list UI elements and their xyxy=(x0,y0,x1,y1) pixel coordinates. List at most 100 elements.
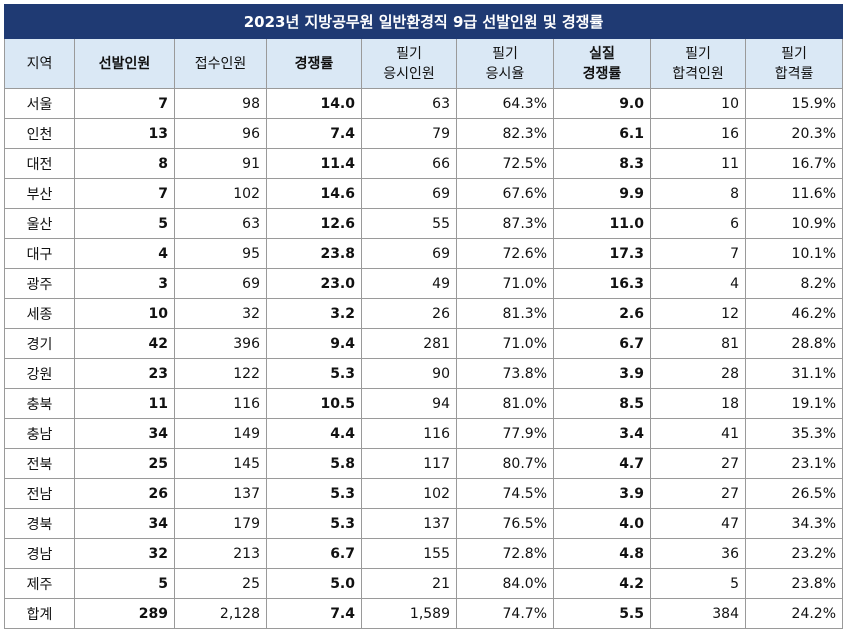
cell-region: 인천 xyxy=(4,118,75,149)
cell-written-rate: 81.0% xyxy=(456,388,554,419)
cell-written-takers: 117 xyxy=(361,448,457,479)
cell-real-competition: 9.0 xyxy=(553,88,651,119)
cell-written-passers: 27 xyxy=(650,448,746,479)
cell-real-competition: 8.5 xyxy=(553,388,651,419)
column-header-line: 선발인원 xyxy=(98,55,151,72)
cell-applicants: 32 xyxy=(174,298,267,329)
cell-region: 경북 xyxy=(4,508,75,539)
table-title: 2023년 지방공무원 일반환경직 9급 선발인원 및 경쟁률 xyxy=(3,4,844,39)
cell-applicants: 2,128 xyxy=(174,598,267,629)
cell-written-takers: 155 xyxy=(361,538,457,569)
cell-region: 울산 xyxy=(4,208,75,239)
cell-selected: 11 xyxy=(74,388,175,419)
cell-written-takers: 26 xyxy=(361,298,457,329)
column-header-applicants: 접수인원 xyxy=(174,38,267,89)
cell-real-competition: 5.5 xyxy=(553,598,651,629)
cell-real-competition: 6.1 xyxy=(553,118,651,149)
table-row: 경남 32 213 6.7 155 72.8% 4.8 36 23.2% xyxy=(4,538,844,569)
cell-written-passers: 6 xyxy=(650,208,746,239)
cell-competition-rate: 4.4 xyxy=(266,418,362,449)
table-row: 대구 4 95 23.8 69 72.6% 17.3 7 10.1% xyxy=(4,238,844,269)
table-row: 울산 5 63 12.6 55 87.3% 11.0 6 10.9% xyxy=(4,208,844,239)
table-row: 경북 34 179 5.3 137 76.5% 4.0 47 34.3% xyxy=(4,508,844,539)
cell-pass-rate: 23.8% xyxy=(744,568,844,599)
cell-real-competition: 8.3 xyxy=(553,148,651,179)
cell-competition-rate: 23.0 xyxy=(266,268,362,299)
cell-region: 경남 xyxy=(4,538,75,569)
cell-pass-rate: 34.3% xyxy=(744,508,844,539)
cell-pass-rate: 35.3% xyxy=(744,418,844,449)
cell-region: 전남 xyxy=(4,478,75,509)
column-header-region: 지역 xyxy=(4,38,75,89)
cell-written-passers: 47 xyxy=(650,508,746,539)
column-header-selected: 선발인원 xyxy=(74,38,175,89)
cell-written-rate: 73.8% xyxy=(456,358,554,389)
cell-selected: 4 xyxy=(74,238,175,269)
cell-real-competition: 16.3 xyxy=(553,268,651,299)
cell-written-rate: 87.3% xyxy=(456,208,554,239)
cell-selected: 8 xyxy=(74,148,175,179)
cell-real-competition: 3.4 xyxy=(553,418,651,449)
cell-written-takers: 90 xyxy=(361,358,457,389)
cell-written-rate: 64.3% xyxy=(456,88,554,119)
table-row: 광주 3 69 23.0 49 71.0% 16.3 4 8.2% xyxy=(4,268,844,299)
cell-written-passers: 11 xyxy=(650,148,746,179)
cell-written-passers: 41 xyxy=(650,418,746,449)
cell-pass-rate: 20.3% xyxy=(744,118,844,149)
cell-competition-rate: 3.2 xyxy=(266,298,362,329)
total-row: 합계 289 2,128 7.4 1,589 74.7% 5.5 384 24.2% xyxy=(4,598,844,629)
cell-selected: 10 xyxy=(74,298,175,329)
cell-selected: 25 xyxy=(74,448,175,479)
cell-applicants: 179 xyxy=(174,508,267,539)
column-header-line: 합격인원 xyxy=(672,65,724,82)
cell-written-passers: 27 xyxy=(650,478,746,509)
column-header-competition-rate: 경쟁률 xyxy=(266,38,362,89)
cell-region: 제주 xyxy=(4,568,75,599)
cell-real-competition: 2.6 xyxy=(553,298,651,329)
table-row: 경기 42 396 9.4 281 71.0% 6.7 81 28.8% xyxy=(4,328,844,359)
table-row: 서울 7 98 14.0 63 64.3% 9.0 10 15.9% xyxy=(4,88,844,119)
cell-written-takers: 94 xyxy=(361,388,457,419)
cell-written-passers: 81 xyxy=(650,328,746,359)
cell-region: 세종 xyxy=(4,298,75,329)
cell-real-competition: 4.8 xyxy=(553,538,651,569)
column-header-line: 지역 xyxy=(26,55,53,72)
cell-selected: 289 xyxy=(74,598,175,629)
column-header-line: 필기 xyxy=(685,45,711,62)
cell-selected: 5 xyxy=(74,208,175,239)
competition-rate-table: 2023년 지방공무원 일반환경직 9급 선발인원 및 경쟁률 지역 선발인원 접수… xyxy=(3,4,844,629)
table-row: 세종 10 32 3.2 26 81.3% 2.6 12 46.2% xyxy=(4,298,844,329)
table-row: 전남 26 137 5.3 102 74.5% 3.9 27 26.5% xyxy=(4,478,844,509)
cell-written-takers: 102 xyxy=(361,478,457,509)
cell-applicants: 69 xyxy=(174,268,267,299)
column-header-line: 응시율 xyxy=(485,65,525,82)
cell-competition-rate: 5.3 xyxy=(266,478,362,509)
cell-pass-rate: 19.1% xyxy=(744,388,844,419)
cell-applicants: 213 xyxy=(174,538,267,569)
table-row: 인천 13 96 7.4 79 82.3% 6.1 16 20.3% xyxy=(4,118,844,149)
column-header-line: 필기 xyxy=(781,45,807,62)
cell-written-takers: 55 xyxy=(361,208,457,239)
cell-written-takers: 66 xyxy=(361,148,457,179)
column-header-line: 경쟁률 xyxy=(294,55,334,72)
table-row: 충남 34 149 4.4 116 77.9% 3.4 41 35.3% xyxy=(4,418,844,449)
cell-region: 전북 xyxy=(4,448,75,479)
cell-written-takers: 21 xyxy=(361,568,457,599)
table-wrapper: 2023년 지방공무원 일반환경직 9급 선발인원 및 경쟁률 지역 선발인원 접수… xyxy=(3,4,844,629)
cell-written-passers: 16 xyxy=(650,118,746,149)
cell-pass-rate: 10.9% xyxy=(744,208,844,239)
cell-applicants: 145 xyxy=(174,448,267,479)
table-row: 부산 7 102 14.6 69 67.6% 9.9 8 11.6% xyxy=(4,178,844,209)
cell-region: 경기 xyxy=(4,328,75,359)
cell-applicants: 98 xyxy=(174,88,267,119)
cell-applicants: 95 xyxy=(174,238,267,269)
cell-real-competition: 3.9 xyxy=(553,478,651,509)
cell-written-rate: 67.6% xyxy=(456,178,554,209)
cell-competition-rate: 12.6 xyxy=(266,208,362,239)
cell-written-rate: 77.9% xyxy=(456,418,554,449)
cell-competition-rate: 5.0 xyxy=(266,568,362,599)
cell-applicants: 96 xyxy=(174,118,267,149)
cell-written-rate: 74.5% xyxy=(456,478,554,509)
cell-written-passers: 10 xyxy=(650,88,746,119)
cell-written-passers: 28 xyxy=(650,358,746,389)
